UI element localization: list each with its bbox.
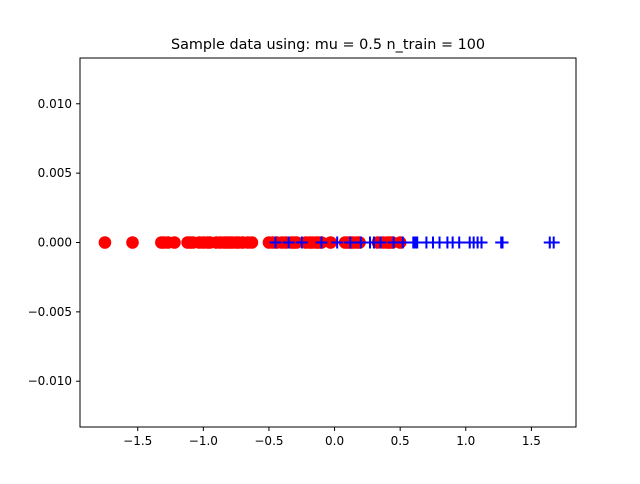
- x-tick-label: −1.0: [189, 434, 218, 448]
- plot-area: [98, 236, 560, 249]
- series-0: [98, 236, 407, 249]
- x-tick-label: 1.5: [522, 434, 541, 448]
- data-point-plus: [475, 236, 488, 249]
- chart-title: Sample data using: mu = 0.5 n_train = 10…: [171, 37, 485, 53]
- x-tick-label: −0.5: [254, 434, 283, 448]
- y-tick-label: −0.010: [28, 374, 72, 388]
- data-point-plus: [374, 236, 387, 249]
- axes-frame: [79, 57, 577, 428]
- data-point-plus: [295, 236, 308, 249]
- y-tick-label: 0.005: [38, 166, 72, 180]
- x-tick-label: −1.5: [123, 434, 152, 448]
- data-point-plus: [282, 236, 295, 249]
- x-tick-label: 0.0: [325, 434, 344, 448]
- data-point-plus: [315, 236, 328, 249]
- data-point-plus: [396, 236, 409, 249]
- data-point-plus: [269, 236, 282, 249]
- x-tick-label: 1.0: [456, 434, 475, 448]
- y-axis: −0.010 −0.005 0.000 0.005 0.010: [28, 97, 80, 388]
- data-point-plus: [547, 236, 560, 249]
- data-point-plus: [496, 236, 509, 249]
- x-tick-label: 0.5: [391, 434, 410, 448]
- y-tick-label: 0.000: [38, 236, 72, 250]
- data-point-circle: [245, 236, 259, 249]
- data-point-circle: [98, 236, 112, 249]
- data-point-circle: [324, 236, 337, 249]
- data-point-circle: [126, 236, 139, 249]
- x-axis: −1.5 −1.0 −0.5 0.0 0.5 1.0 1.5: [123, 427, 541, 448]
- data-point-plus: [453, 236, 466, 249]
- data-point-plus: [331, 236, 344, 249]
- y-tick-label: 0.010: [38, 97, 72, 111]
- y-tick-label: −0.005: [28, 305, 72, 319]
- series-1: [269, 236, 560, 249]
- data-point-circle: [168, 236, 181, 249]
- data-point-plus: [344, 236, 357, 249]
